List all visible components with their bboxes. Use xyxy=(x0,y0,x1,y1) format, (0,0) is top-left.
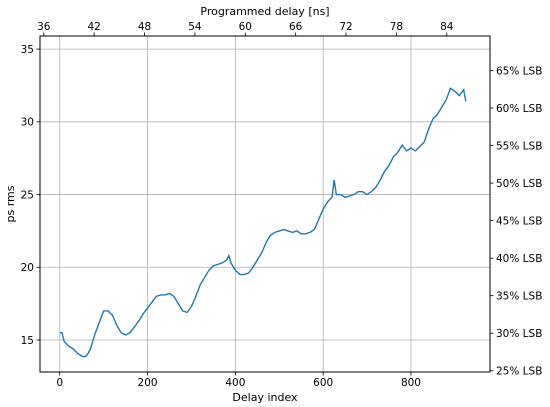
top-x-tick-label: 72 xyxy=(339,21,352,33)
x-tick-label: 400 xyxy=(225,377,245,389)
top-x-tick-label: 66 xyxy=(289,21,303,33)
y-tick-label: 35 xyxy=(21,44,34,56)
right-y-tick-label: 55% LSB xyxy=(496,140,542,152)
x-axis-label: Delay index xyxy=(232,391,298,404)
top-x-tick-label: 36 xyxy=(37,21,51,33)
y-tick-label: 30 xyxy=(21,117,34,129)
right-y-tick-label: 35% LSB xyxy=(496,290,542,302)
top-x-tick-label: 84 xyxy=(440,21,454,33)
right-y-tick-label: 25% LSB xyxy=(496,366,542,378)
y-tick-label: 25 xyxy=(21,189,34,201)
series-layer xyxy=(59,87,467,358)
right-y-tick-label: 50% LSB xyxy=(496,178,542,190)
right-y-tick-label: 40% LSB xyxy=(496,253,542,265)
series-line xyxy=(59,87,467,358)
y-tick-label: 20 xyxy=(21,262,34,274)
plot-frame xyxy=(39,35,491,373)
y-tick-label: 15 xyxy=(21,335,34,347)
x-tick-label: 600 xyxy=(313,377,333,389)
right-y-tick-label: 60% LSB xyxy=(496,103,542,115)
top-x-tick-label: 78 xyxy=(390,21,403,33)
x-tick-label: 0 xyxy=(56,377,63,389)
right-y-tick-label: 65% LSB xyxy=(496,65,542,77)
top-x-tick-label: 60 xyxy=(239,21,252,33)
x-tick-label: 800 xyxy=(401,377,421,389)
grid xyxy=(40,36,490,372)
top-x-tick-label: 54 xyxy=(188,21,202,33)
top-x-axis-label: Programmed delay [ns] xyxy=(200,5,329,18)
x-tick-label: 200 xyxy=(138,377,158,389)
top-x-tick-label: 48 xyxy=(138,21,151,33)
right-y-tick-label: 30% LSB xyxy=(496,328,542,340)
y-axis-label: ps rms xyxy=(4,185,17,222)
right-y-tick-label: 45% LSB xyxy=(496,215,542,227)
top-x-tick-label: 42 xyxy=(87,21,100,33)
